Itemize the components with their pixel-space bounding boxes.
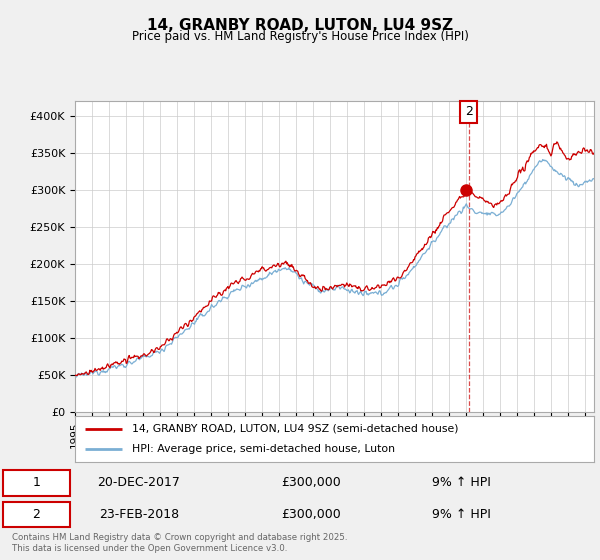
Text: 9% ↑ HPI: 9% ↑ HPI: [432, 476, 491, 489]
Text: £300,000: £300,000: [281, 476, 341, 489]
Text: £300,000: £300,000: [281, 508, 341, 521]
Text: 2: 2: [32, 508, 40, 521]
Text: 14, GRANBY ROAD, LUTON, LU4 9SZ (semi-detached house): 14, GRANBY ROAD, LUTON, LU4 9SZ (semi-de…: [132, 424, 458, 434]
Text: 23-FEB-2018: 23-FEB-2018: [98, 508, 179, 521]
Text: Contains HM Land Registry data © Crown copyright and database right 2025.
This d: Contains HM Land Registry data © Crown c…: [12, 533, 347, 553]
Text: 20-DEC-2017: 20-DEC-2017: [97, 476, 180, 489]
Text: HPI: Average price, semi-detached house, Luton: HPI: Average price, semi-detached house,…: [132, 444, 395, 454]
FancyBboxPatch shape: [4, 470, 70, 496]
FancyBboxPatch shape: [4, 502, 70, 528]
Text: 14, GRANBY ROAD, LUTON, LU4 9SZ: 14, GRANBY ROAD, LUTON, LU4 9SZ: [147, 18, 453, 33]
Text: 9% ↑ HPI: 9% ↑ HPI: [432, 508, 491, 521]
Text: Price paid vs. HM Land Registry's House Price Index (HPI): Price paid vs. HM Land Registry's House …: [131, 30, 469, 43]
Text: 2: 2: [465, 105, 473, 118]
Text: 1: 1: [32, 476, 40, 489]
